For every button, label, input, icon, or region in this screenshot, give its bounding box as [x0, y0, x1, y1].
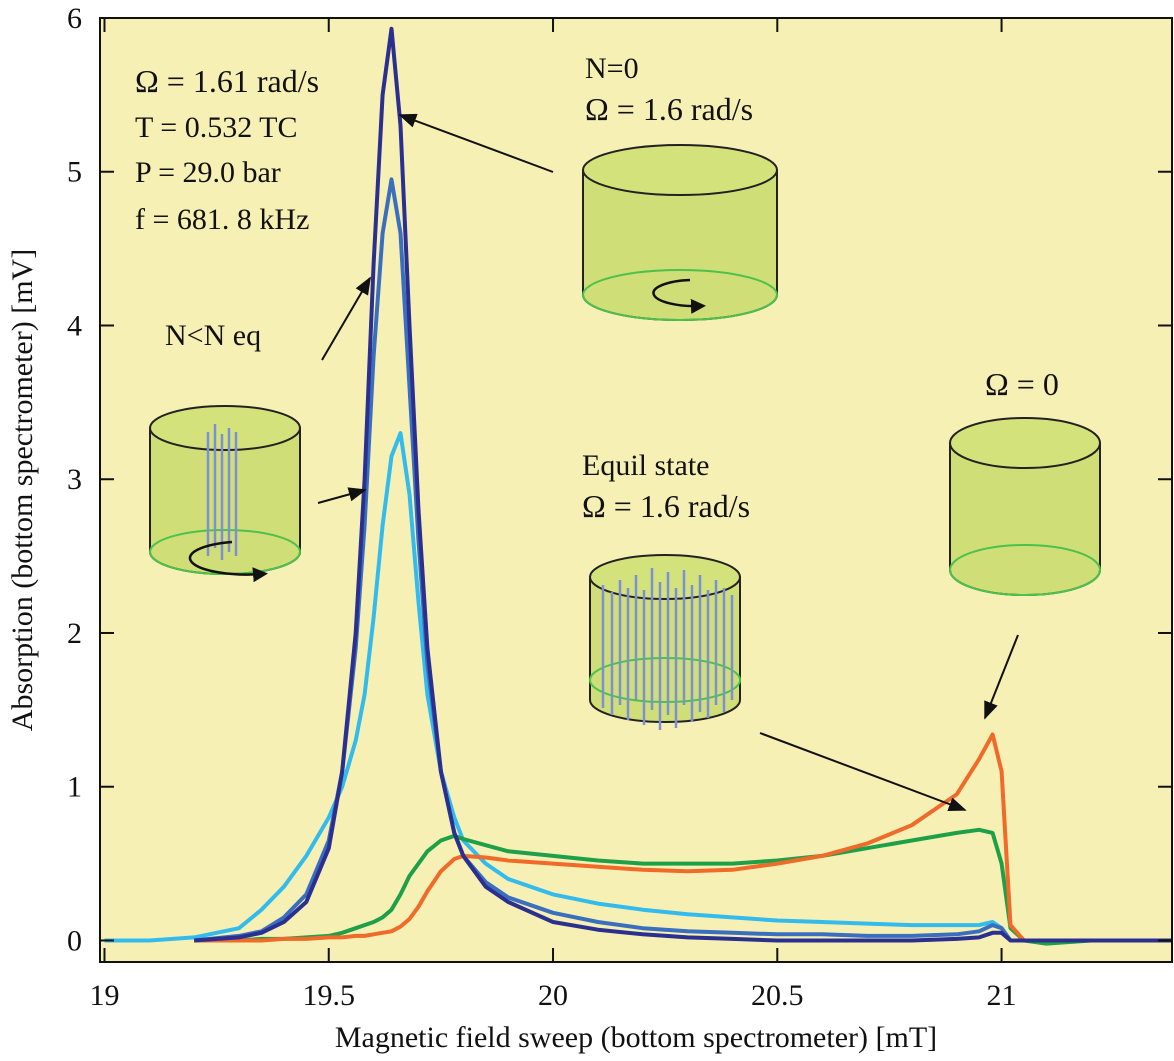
cylinder-n0 — [582, 144, 778, 321]
y-axis-label: Absorption (bottom spectrometer) [mV] — [6, 249, 39, 731]
y-tick-label: 4 — [67, 309, 82, 342]
x-tick-label: 20.5 — [751, 979, 804, 1012]
y-tick-label: 6 — [67, 2, 82, 35]
annotation: P = 29.0 bar — [135, 156, 281, 189]
annotation: Ω = 1.6 rad/s — [585, 91, 753, 127]
series-line — [194, 732, 1172, 943]
cylinder-static — [949, 417, 1101, 596]
x-tick-label: 20 — [538, 979, 568, 1012]
arrow — [759, 732, 967, 812]
cylinder-partial — [149, 405, 301, 583]
arrow — [321, 276, 371, 361]
annotation: N=0 — [585, 52, 639, 85]
annotation: Ω = 1.6 rad/s — [582, 488, 750, 524]
series-line — [194, 827, 1172, 946]
y-tick-label: 1 — [67, 771, 82, 804]
arrow — [984, 634, 1019, 720]
cylinder-equil — [589, 554, 741, 730]
annotation: N<N eq — [165, 319, 261, 352]
x-tick-label: 19 — [89, 979, 119, 1012]
annotation: T = 0.532 TC — [135, 111, 298, 144]
y-tick-label: 5 — [67, 156, 82, 189]
annotation: Ω = 0 — [985, 366, 1059, 402]
annotation: Ω = 1.61 rad/s — [135, 63, 319, 99]
x-axis-label: Magnetic field sweep (bottom spectromete… — [335, 1021, 937, 1054]
y-tick-label: 2 — [67, 617, 82, 650]
annotation: f = 681. 8 kHz — [135, 203, 309, 236]
arrow — [398, 113, 554, 173]
y-tick-label: 0 — [67, 924, 82, 957]
annotation: Equil state — [582, 449, 709, 482]
arrow — [317, 487, 367, 504]
plot-frame — [99, 17, 1173, 963]
series-group — [104, 26, 1172, 946]
series-line — [194, 26, 1172, 943]
y-tick-label: 3 — [67, 463, 82, 496]
x-tick-label: 19.5 — [303, 979, 356, 1012]
x-tick-label: 21 — [987, 979, 1017, 1012]
